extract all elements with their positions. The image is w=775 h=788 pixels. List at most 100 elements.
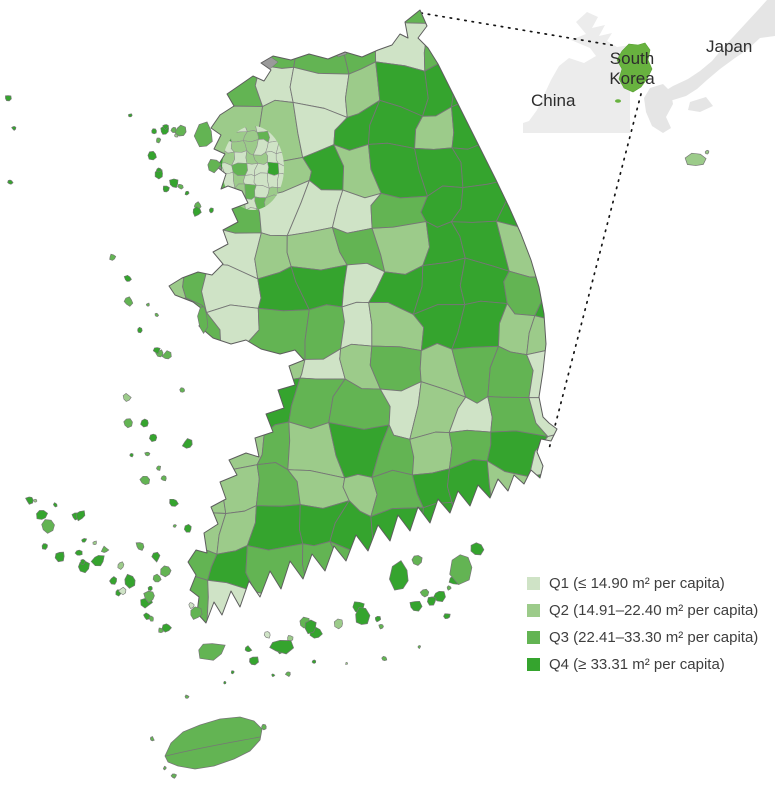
island: [345, 661, 348, 665]
island: [411, 555, 423, 566]
island: [11, 126, 17, 131]
district: [267, 161, 280, 176]
district: [413, 628, 463, 670]
inset-map: [523, 0, 775, 133]
district: [221, 384, 265, 436]
island: [374, 616, 382, 623]
inset-label-china: China: [531, 91, 576, 110]
district: [129, 627, 174, 679]
legend-swatch-q2: [527, 604, 540, 617]
island: [170, 773, 177, 779]
island: [304, 619, 317, 635]
island: [170, 127, 177, 133]
district: [169, 228, 219, 272]
district: [456, 36, 512, 62]
island: [378, 623, 384, 630]
district: [206, 579, 259, 623]
district: [293, 18, 350, 75]
legend-swatch-q3: [527, 631, 540, 644]
district: [369, 507, 430, 553]
district: [169, 56, 212, 102]
legend-item-q2: Q2 (14.91–22.40 m² per capita): [527, 597, 758, 624]
district: [447, 459, 495, 516]
island: [389, 560, 409, 591]
island: [192, 206, 202, 217]
island: [197, 306, 209, 335]
island: [249, 656, 259, 666]
island: [161, 350, 172, 360]
island: [419, 588, 430, 598]
island: [25, 496, 34, 505]
district: [576, 296, 619, 359]
island: [100, 545, 110, 553]
island: [432, 591, 446, 602]
island: [123, 274, 132, 282]
district: [246, 504, 304, 551]
island: [92, 540, 97, 546]
island: [223, 681, 227, 685]
island: [409, 600, 423, 612]
district: [451, 96, 496, 150]
island: [449, 554, 473, 586]
island: [41, 519, 55, 534]
legend-label-q2: Q2 (14.91–22.40 m² per capita): [549, 602, 759, 619]
island: [263, 631, 271, 639]
island: [152, 573, 162, 583]
island: [149, 433, 158, 443]
district: [300, 10, 342, 28]
island: [74, 549, 83, 556]
island: [169, 498, 179, 507]
island: [446, 585, 452, 591]
legend-label-q3: Q3 (22.41–33.30 m² per capita): [549, 629, 759, 646]
district: [245, 543, 310, 601]
district: [583, 385, 620, 426]
island: [7, 179, 14, 185]
island: [76, 510, 86, 522]
district: [169, 257, 187, 320]
island: [80, 558, 86, 565]
island: [143, 590, 155, 604]
district: [169, 97, 179, 155]
district: [488, 497, 549, 560]
island: [427, 596, 437, 606]
island: [172, 524, 177, 528]
island: [162, 124, 170, 131]
island: [230, 670, 235, 675]
legend-label-q1: Q1 (≤ 14.90 m² per capita): [549, 575, 725, 592]
island: [152, 347, 161, 355]
district: [169, 229, 186, 271]
district: [172, 10, 230, 37]
district: [169, 357, 186, 388]
legend-item-q1: Q1 (≤ 14.90 m² per capita): [527, 570, 758, 597]
island: [54, 551, 65, 563]
island: [207, 159, 222, 174]
island: [261, 724, 267, 731]
district: [169, 505, 179, 558]
island: [147, 586, 153, 591]
district: [242, 207, 258, 210]
district: [169, 185, 172, 236]
island: [156, 137, 162, 144]
district: [129, 664, 174, 708]
island: [5, 95, 12, 102]
district: [169, 10, 186, 32]
island: [140, 418, 149, 428]
island: [123, 296, 134, 307]
district: [372, 591, 418, 623]
island: [139, 475, 151, 485]
district: [253, 657, 299, 719]
inset-label-south-korea: South Korea: [609, 49, 655, 88]
inset-leader-line: [548, 93, 642, 450]
district: [169, 378, 186, 438]
district: [580, 465, 627, 514]
district: [222, 205, 226, 210]
island: [183, 523, 192, 533]
island: [443, 613, 451, 620]
district: [536, 173, 557, 224]
district: [169, 142, 179, 194]
island: [90, 555, 105, 567]
district: [465, 10, 503, 42]
inset-japan-shape: [688, 97, 713, 112]
